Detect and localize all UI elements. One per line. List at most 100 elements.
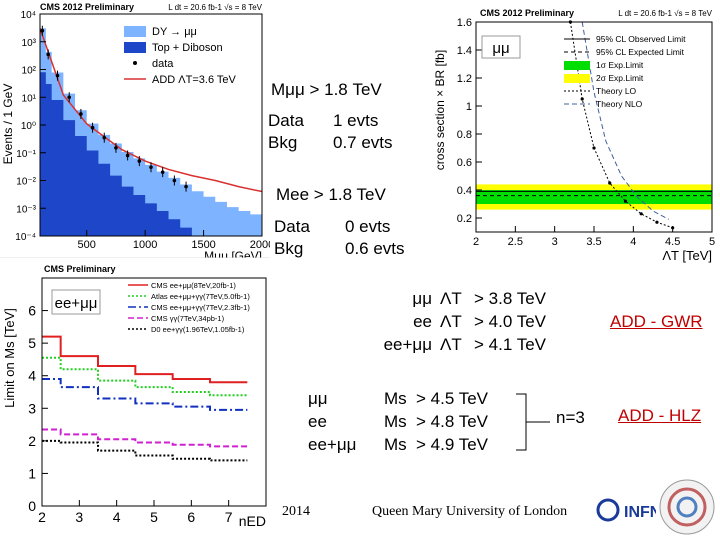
data-point xyxy=(90,125,95,130)
legend-label: 1σ Exp.Limit xyxy=(596,60,644,70)
plot-title: CMS 2012 Preliminary xyxy=(480,8,574,18)
channel-label: μμ xyxy=(492,40,509,57)
y-tick-label: 1.6 xyxy=(457,17,472,29)
data-point xyxy=(102,135,107,140)
data-point xyxy=(67,95,72,100)
symbol-label: ΛT xyxy=(440,335,462,354)
y-tick-label: 6 xyxy=(28,303,36,319)
footer-year: 2014 xyxy=(282,504,310,519)
theory-lo-point xyxy=(623,199,628,203)
data-point xyxy=(172,178,177,183)
y-tick-label: 10¹ xyxy=(22,93,37,104)
one-sigma-band xyxy=(476,190,712,204)
theory-lo-point xyxy=(608,181,612,185)
x-axis-label: nED xyxy=(239,513,266,528)
add-hlz-link[interactable]: ADD - HLZ xyxy=(618,406,702,425)
limit-row: μμ Ms > 4.5 TeV xyxy=(308,387,536,410)
ms-bracket xyxy=(516,393,550,451)
y-tick-label: 10⁰ xyxy=(21,121,36,132)
infn-logo: INFN xyxy=(596,498,656,522)
y-tick-label: 3 xyxy=(28,400,36,416)
data-point xyxy=(137,159,142,163)
limit-value: > 4.1 TeV xyxy=(474,335,546,354)
ms-limit-plot: 0 1 2 3 4 5 6 2 3 4 5 6 7 nED Limit on Ms [TeV] CMS Pre… xyxy=(0,258,282,528)
limit-row: μμ ΛT > 3.8 TeV xyxy=(362,287,594,310)
ms-limits: μμ Ms > 4.5 TeV ee Ms > 4.8 TeV ee+μμ Ms > 4.9 T… xyxy=(308,387,536,456)
y-axis-label: Limit on Ms [TeV] xyxy=(2,308,17,408)
limit-row: ee ΛT > 4.0 TeV xyxy=(362,310,594,333)
ms-series-line xyxy=(42,377,248,411)
y-tick-label: 10⁴ xyxy=(21,10,36,21)
legend-label: Atlas ee+μμ+γγ(7TeV,5.0fb-1) xyxy=(151,292,250,301)
data-ee-value: 0 evts xyxy=(345,217,391,236)
mass-spectrum-plot: 10⁻⁴ 10⁻³ 10⁻² 10⁻¹ 10⁰ 10¹ 10² 10³ 10⁴ 500 1000 15… xyxy=(0,0,270,262)
y-axis-label: cross section × BR [fb] xyxy=(433,50,447,170)
legend-label: DY → μμ xyxy=(152,26,197,38)
theory-lo-point xyxy=(639,212,643,216)
limit-value: > 4.8 TeV xyxy=(416,412,488,431)
x-axis-label: ΛT [TeV] xyxy=(662,248,712,263)
legend-swatch xyxy=(124,26,146,37)
x-tick-label: 1500 xyxy=(191,239,215,251)
legend-label: 95% CL Expected Limit xyxy=(596,47,685,57)
data-mumu-value: 1 evts xyxy=(333,111,379,130)
x-tick-label: 500 xyxy=(78,239,96,251)
y-tick-label: 10³ xyxy=(22,38,37,49)
x-tick-label: 2 xyxy=(473,236,479,248)
channel-label: μμ xyxy=(308,389,328,408)
data-point xyxy=(125,153,130,158)
plot-background xyxy=(0,258,282,528)
legend-swatch xyxy=(124,42,146,53)
limit-row: ee+μμ Ms > 4.9 TeV xyxy=(308,433,536,456)
ms-series-line xyxy=(42,439,248,462)
x-tick-label: 7 xyxy=(225,509,233,525)
legend-label: 95% CL Observed Limit xyxy=(596,34,686,44)
lumi-label: L dt = 20.6 fb-1 √s = 8 TeV xyxy=(168,3,262,12)
theory-lo-point xyxy=(592,146,596,150)
x-tick-label: 5 xyxy=(709,236,715,248)
channel-label: μμ xyxy=(412,289,432,308)
limit-row: ee+μμ ΛT > 4.1 TeV xyxy=(362,333,594,356)
x-tick-label: 2.5 xyxy=(508,236,523,248)
data-point xyxy=(40,28,45,33)
symbol-label: Ms xyxy=(384,389,407,408)
plot-title: CMS Preliminary xyxy=(44,264,116,274)
symbol-label: ΛT xyxy=(440,289,462,308)
channel-label: ee xyxy=(413,312,432,331)
legend-label: 2σ Exp.Limit xyxy=(596,73,644,83)
data-point xyxy=(114,146,118,150)
y-tick-label: 2 xyxy=(28,433,36,449)
x-tick-label: 1000 xyxy=(133,239,157,251)
theory-lo-line xyxy=(569,21,673,229)
y-axis-label: Events / 1 GeV xyxy=(1,84,15,165)
limit-value: > 4.0 TeV xyxy=(474,312,546,331)
lumi-label: L dt = 20.6 fb-1 √s = 8 TeV xyxy=(618,9,712,18)
theory-lo-point xyxy=(580,97,584,101)
plot-label: ee+μμ xyxy=(55,295,98,312)
symbol-label: ΛT xyxy=(440,312,462,331)
data-point xyxy=(160,170,165,174)
mee-cut-label: Mee > 1.8 TeV xyxy=(276,185,386,204)
ms-series-line xyxy=(42,428,248,448)
add-gwr-link[interactable]: ADD - GWR xyxy=(610,312,703,331)
legend-label: D0 ee+γγ(1.96TeV,1.05fb-1) xyxy=(151,325,245,334)
y-tick-label: 0.4 xyxy=(457,185,472,197)
legend-label: Theory NLO xyxy=(596,99,643,109)
ee-event-table: Data 0 evts Bkg 0.6 evts xyxy=(274,216,408,260)
theory-lo-point xyxy=(655,220,659,224)
top-diboson-histogram xyxy=(40,72,262,236)
y-tick-label: 10² xyxy=(22,66,37,77)
x-tick-label: 6 xyxy=(187,509,195,525)
x-tick-label: 3 xyxy=(552,236,558,248)
x-tick-label: 5 xyxy=(150,509,158,525)
y-tick-label: 4 xyxy=(28,368,36,384)
mumu-event-table: Data 1 evts Bkg 0.7 evts xyxy=(268,110,396,154)
channel-label: ee+μμ xyxy=(308,435,357,454)
y-tick-label: 1.4 xyxy=(457,45,472,57)
x-tick-label: 4 xyxy=(630,236,636,248)
channel-label: ee xyxy=(308,412,327,431)
y-tick-label: 10⁻³ xyxy=(16,204,36,215)
footer-institution: Queen Mary University of London xyxy=(372,504,568,519)
lambda-t-limits: μμ ΛT > 3.8 TeV ee ΛT > 4.0 TeV ee+μμ ΛT > 4.1 T… xyxy=(362,287,594,356)
legend-swatch xyxy=(133,61,137,65)
